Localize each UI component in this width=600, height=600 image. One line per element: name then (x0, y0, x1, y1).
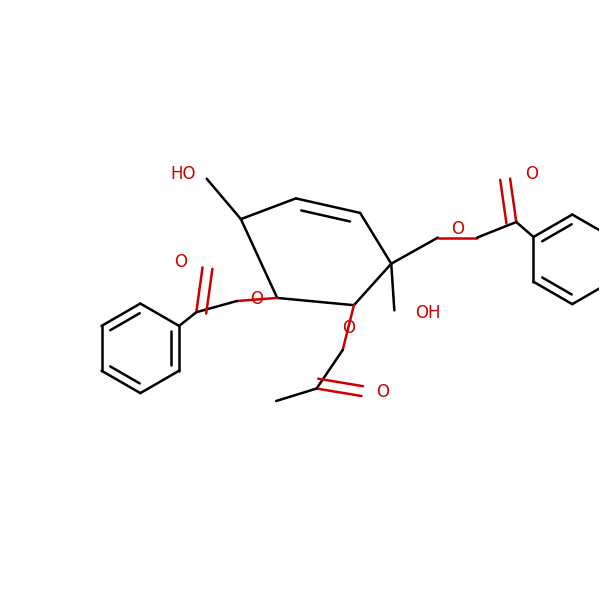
Text: OH: OH (415, 304, 440, 322)
Text: O: O (343, 319, 355, 337)
Text: O: O (250, 290, 263, 308)
Text: HO: HO (170, 165, 196, 183)
Text: O: O (451, 220, 464, 238)
Text: O: O (174, 253, 187, 271)
Text: O: O (376, 383, 389, 401)
Text: O: O (526, 164, 539, 182)
